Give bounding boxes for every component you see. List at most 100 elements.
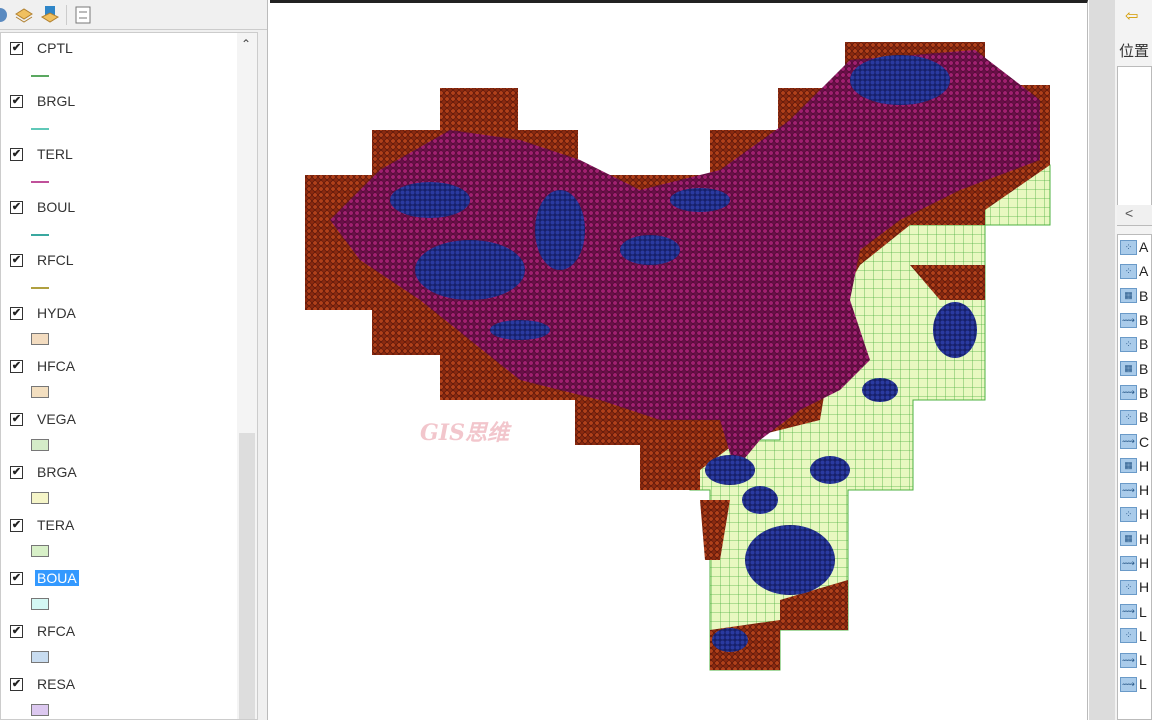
visibility-checkbox[interactable]: ✔ [10, 307, 23, 320]
catalog-item[interactable]: ⟿ L [1118, 672, 1151, 696]
layer-name[interactable]: HYDA [37, 305, 76, 321]
layer-item[interactable]: ✔ RFCA [1, 616, 257, 669]
scroll-up-icon[interactable]: ⌃ [241, 37, 252, 51]
fill-symbol [31, 439, 49, 451]
layer-name[interactable]: RFCL [37, 252, 74, 268]
catalog-item[interactable]: ⟿ B [1118, 381, 1151, 405]
point-feature-class-icon: ⁘ [1120, 506, 1137, 522]
layer-item[interactable]: ✔ HYDA [1, 298, 257, 351]
catalog-item-label: H [1139, 482, 1150, 499]
fill-symbol [31, 704, 49, 716]
catalog-item[interactable]: ⁘ B [1118, 332, 1151, 356]
layer-name[interactable]: BOUL [37, 199, 76, 215]
polygon-feature-class-icon: ▦ [1120, 458, 1137, 474]
catalog-item[interactable]: ⁘ A [1118, 235, 1151, 259]
catalog-item-label: L [1139, 676, 1147, 693]
layer-item[interactable]: ✔ RFCL [1, 245, 257, 298]
catalog-item-label: L [1139, 627, 1147, 644]
line-feature-class-icon: ⟿ [1120, 555, 1137, 571]
line-symbol [31, 181, 49, 183]
layer-item[interactable]: ✔ TERA [1, 510, 257, 563]
polygon-feature-class-icon: ▦ [1120, 531, 1137, 547]
catalog-item-label: C [1139, 433, 1150, 450]
catalog-item-label: H [1139, 457, 1150, 474]
horizontal-scrollbar[interactable]: < [1117, 205, 1152, 225]
layer-name[interactable]: RFCA [37, 623, 76, 639]
layer-name[interactable]: HFCA [37, 358, 76, 374]
layer-name[interactable]: TERL [37, 146, 73, 162]
catalog-content-list: ⁘ A ⁘ A ▦ B ⟿ B ⁘ B ▦ B ⟿ B ⁘ B ⟿ C ▦ H ⟿ H ⁘ H ▦ H ⟿ H ⁘ H ⟿ L ⁘ L ⟿ L ⟿ L [1117, 234, 1152, 720]
catalog-item[interactable]: ▦ B [1118, 356, 1151, 380]
location-box[interactable] [1117, 66, 1152, 226]
visibility-checkbox[interactable]: ✔ [10, 360, 23, 373]
layer-item[interactable]: ✔ TERL [1, 139, 257, 192]
line-feature-class-icon: ⟿ [1120, 434, 1137, 450]
layer-name[interactable]: BOUA [35, 570, 79, 586]
visibility-checkbox[interactable]: ✔ [10, 413, 23, 426]
layer-item[interactable]: ✔ BOUA [1, 563, 257, 616]
scrollbar-thumb[interactable] [239, 433, 255, 719]
catalog-item[interactable]: ▦ B [1118, 284, 1151, 308]
visibility-checkbox[interactable]: ✔ [10, 625, 23, 638]
layer-name[interactable]: RESA [37, 676, 76, 692]
layer-name[interactable]: CPTL [37, 40, 73, 56]
catalog-item[interactable]: ▦ H [1118, 527, 1151, 551]
options-icon[interactable] [73, 5, 93, 25]
catalog-item[interactable]: ⟿ H [1118, 551, 1151, 575]
map-canvas[interactable]: GIS思维 [270, 3, 1088, 720]
visibility-checkbox[interactable]: ✔ [10, 519, 23, 532]
list-by-drawing-order-icon[interactable] [0, 5, 8, 25]
catalog-item[interactable]: ⟿ B [1118, 308, 1151, 332]
line-symbol [31, 75, 49, 77]
visibility-checkbox[interactable]: ✔ [10, 148, 23, 161]
visibility-checkbox[interactable]: ✔ [10, 572, 23, 585]
layer-name[interactable]: VEGA [37, 411, 76, 427]
map-view[interactable]: GIS思维 [270, 0, 1088, 720]
navy-point-layer [390, 55, 977, 652]
layer-item[interactable]: ✔ BOUL [1, 192, 257, 245]
layer-item[interactable]: ✔ RESA [1, 669, 257, 722]
catalog-item[interactable]: ⁘ L [1118, 624, 1151, 648]
catalog-item-label: L [1139, 603, 1147, 620]
layer-name[interactable]: BRGA [37, 464, 77, 480]
catalog-item-label: H [1139, 506, 1150, 523]
catalog-item[interactable]: ⟿ H [1118, 478, 1151, 502]
layer-item[interactable]: ✔ BRGL [1, 86, 257, 139]
layer-item[interactable]: ✔ VEGA [1, 404, 257, 457]
list-by-visibility-icon[interactable] [40, 5, 60, 25]
catalog-item[interactable]: ⁘ H [1118, 502, 1151, 526]
catalog-item-label: B [1139, 336, 1149, 353]
scroll-left-icon[interactable]: < [1125, 205, 1134, 221]
visibility-checkbox[interactable]: ✔ [10, 254, 23, 267]
vertical-scrollbar[interactable]: ⌃ [237, 33, 257, 719]
polygon-feature-class-icon: ▦ [1120, 361, 1137, 377]
layer-item[interactable]: ✔ BRGA [1, 457, 257, 510]
catalog-item[interactable]: ⟿ C [1118, 429, 1151, 453]
back-arrow-icon[interactable]: ⇦ [1125, 8, 1139, 25]
catalog-item[interactable]: ▦ H [1118, 454, 1151, 478]
visibility-checkbox[interactable]: ✔ [10, 466, 23, 479]
layer-item[interactable]: ✔ HFCA [1, 351, 257, 404]
catalog-item-label: H [1139, 555, 1150, 571]
catalog-item[interactable]: ⟿ L [1118, 648, 1151, 672]
visibility-checkbox[interactable]: ✔ [10, 42, 23, 55]
catalog-item-label: A [1139, 239, 1149, 256]
visibility-checkbox[interactable]: ✔ [10, 678, 23, 691]
visibility-checkbox[interactable]: ✔ [10, 201, 23, 214]
line-symbol [31, 234, 49, 236]
list-by-source-icon[interactable] [14, 5, 34, 25]
catalog-panel: ⇦ 位置 < ⁘ A ⁘ A ▦ B ⟿ B ⁘ B ▦ B ⟿ B ⁘ B ⟿ C ▦ H ⟿ H ⁘ H ▦ H ⟿ H ⁘ H ⟿ L ⁘… [1089, 0, 1152, 720]
line-feature-class-icon: ⟿ [1120, 676, 1137, 692]
catalog-item[interactable]: ⟿ L [1118, 599, 1151, 623]
line-symbol [31, 128, 49, 130]
point-feature-class-icon: ⁘ [1120, 579, 1137, 595]
layer-name[interactable]: BRGL [37, 93, 76, 109]
catalog-item[interactable]: ⁘ A [1118, 259, 1151, 283]
layer-name[interactable]: TERA [37, 517, 75, 533]
visibility-checkbox[interactable]: ✔ [10, 95, 23, 108]
catalog-item-label: H [1139, 530, 1150, 547]
catalog-item[interactable]: ⁘ B [1118, 405, 1151, 429]
layer-item[interactable]: ✔ CPTL [1, 33, 257, 86]
fill-symbol [31, 492, 49, 504]
catalog-item[interactable]: ⁘ H [1118, 575, 1151, 599]
